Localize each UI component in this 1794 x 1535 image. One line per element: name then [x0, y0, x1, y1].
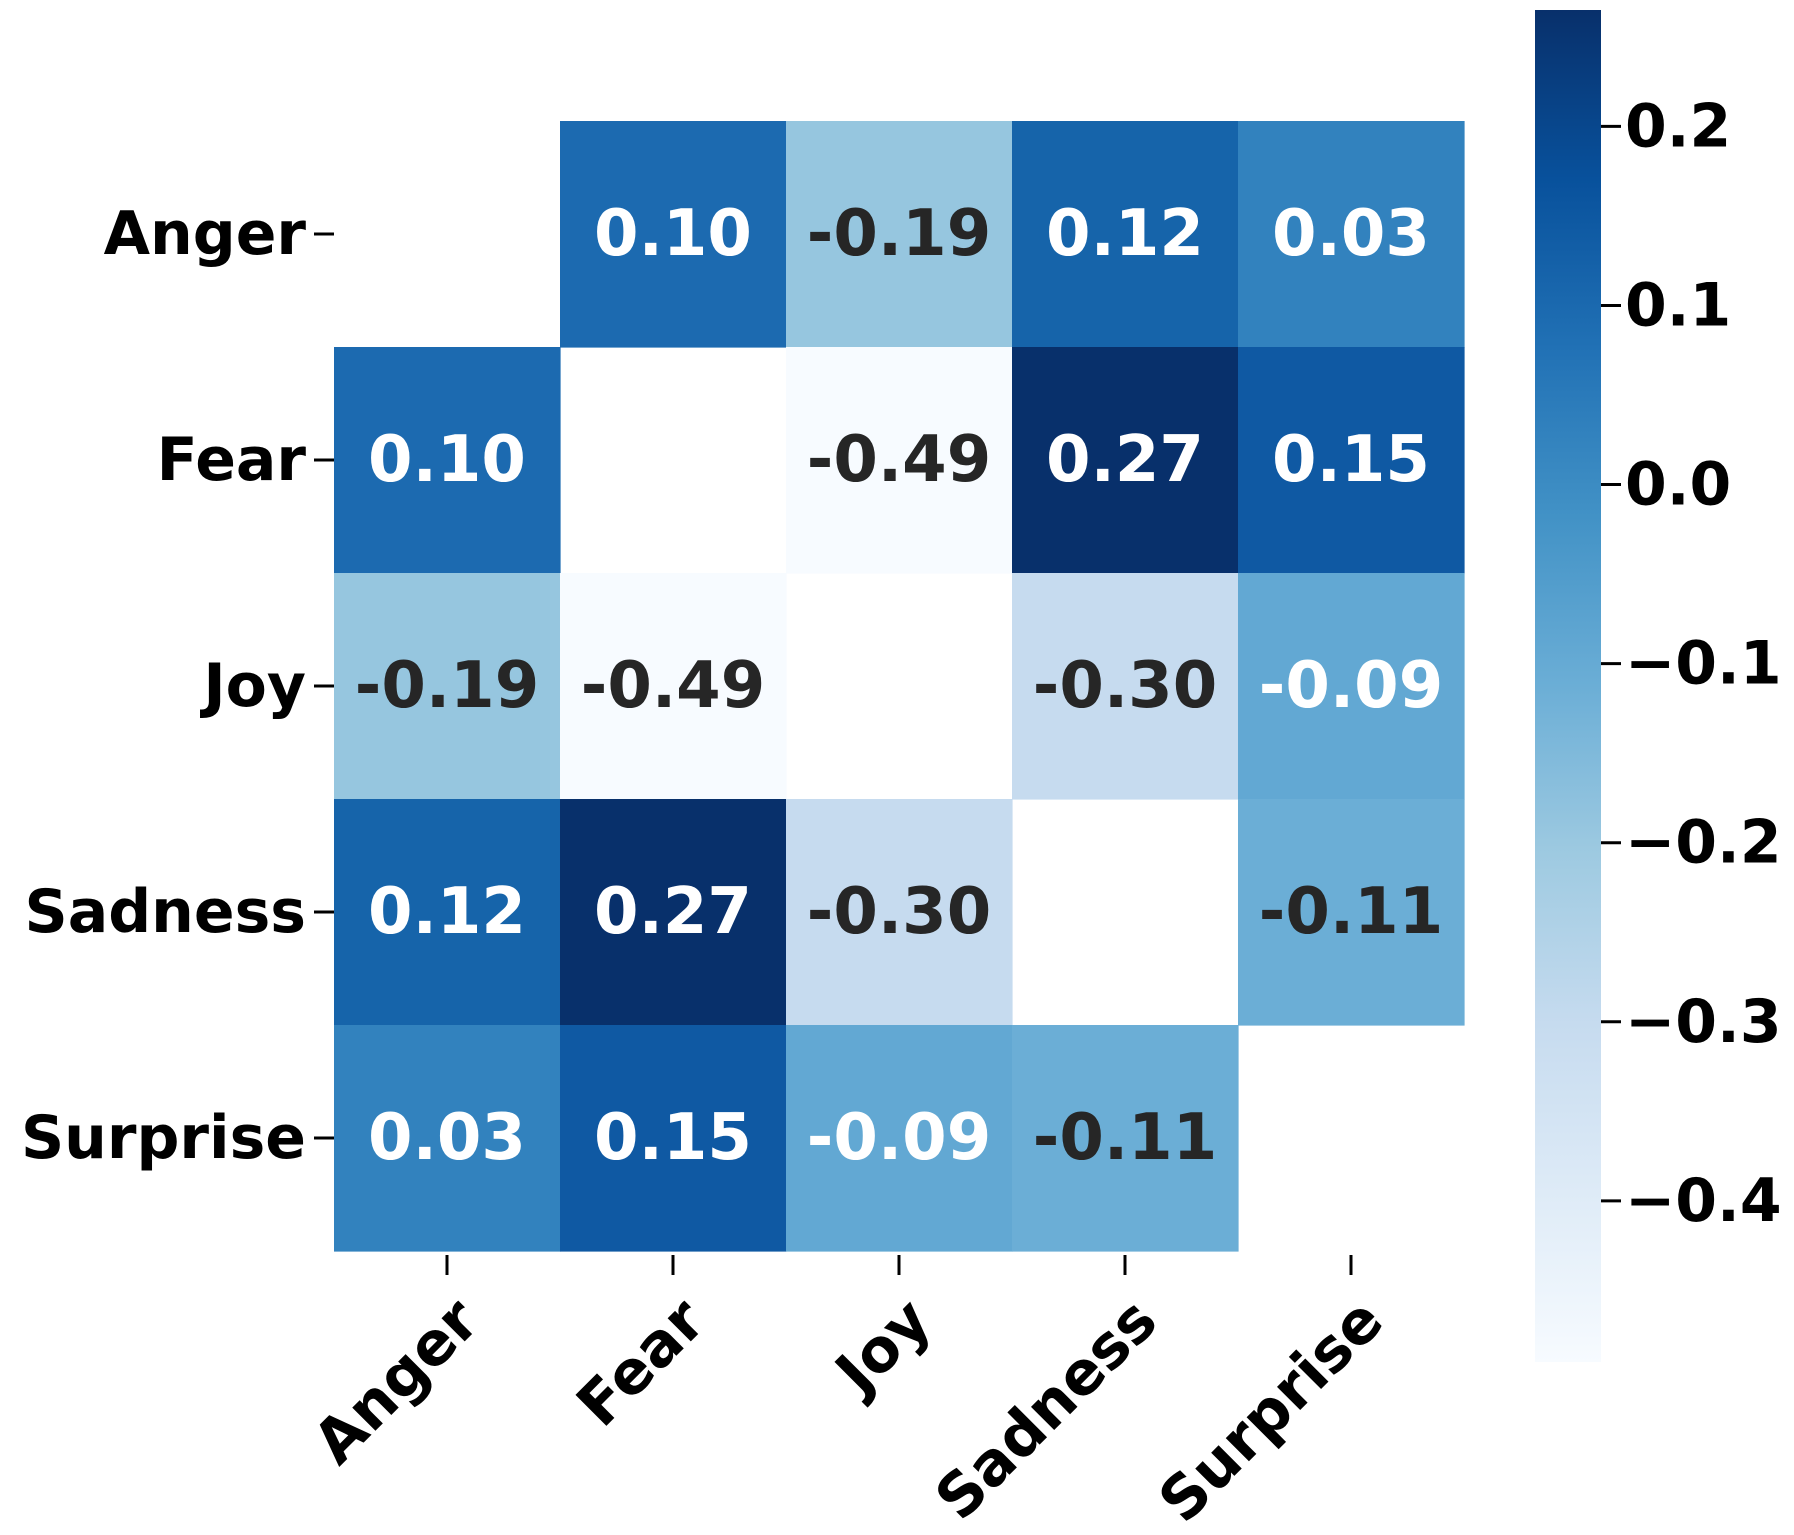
heatmap-cell — [560, 1025, 787, 1252]
x-tick-label: Joy — [820, 1285, 945, 1410]
heatmap-cell — [786, 121, 1013, 348]
heatmap-cell — [1238, 799, 1465, 1026]
heatmap-cell — [1238, 347, 1465, 574]
heatmap-cell — [1012, 347, 1239, 574]
colorbar-gradient — [1535, 10, 1601, 1362]
cell-value-label: 0.15 — [594, 1101, 752, 1175]
heatmap-cell — [334, 799, 561, 1026]
cell-value-label: -0.30 — [807, 875, 991, 949]
cell-value-label: -0.49 — [807, 423, 991, 497]
y-tick-label: Anger — [104, 199, 307, 269]
x-tick-label: Sadness — [922, 1285, 1171, 1534]
y-tick-label: Joy — [199, 651, 306, 721]
colorbar-tick-label: 0.0 — [1625, 450, 1731, 520]
colorbar: 0.2 0.1 0.0 −0.1 −0.2 −0.3 −0.4 — [1535, 10, 1782, 1362]
colorbar-tick-label: 0.1 — [1625, 270, 1731, 340]
cell-value-label: 0.12 — [1046, 197, 1204, 271]
heatmap-cell-labels: 0.10 -0.19 0.12 0.030.10 -0.49 0.27 0.15-0.19-… — [355, 197, 1443, 1175]
x-tick-label: Anger — [300, 1285, 493, 1478]
y-axis: Anger Fear Joy Sadness Surprise — [21, 199, 334, 1173]
cell-value-label: 0.27 — [1046, 423, 1204, 497]
cell-value-label: -0.30 — [1033, 649, 1217, 723]
colorbar-tick-label: 0.2 — [1625, 91, 1731, 161]
cell-value-label: -0.09 — [807, 1101, 991, 1175]
cell-value-label: 0.10 — [594, 197, 752, 271]
colorbar-tick-label: −0.4 — [1625, 1166, 1782, 1236]
heatmap-cell — [1012, 1025, 1239, 1252]
cell-value-label: -0.11 — [1259, 875, 1443, 949]
heatmap-cell — [560, 573, 787, 800]
heatmap-cell — [560, 121, 787, 348]
heatmap-cell — [786, 799, 1013, 1026]
cell-value-label: 0.03 — [1272, 197, 1430, 271]
cell-value-label: -0.49 — [581, 649, 765, 723]
y-tick-label: Sadness — [25, 877, 306, 947]
cell-value-label: 0.15 — [1272, 423, 1430, 497]
heatmap-cell — [334, 573, 561, 800]
cell-value-label: -0.19 — [807, 197, 991, 271]
x-tick-label: Surprise — [1146, 1285, 1397, 1535]
cell-value-label: -0.19 — [355, 649, 539, 723]
cell-value-label: -0.11 — [1033, 1101, 1217, 1175]
heatmap-cell — [786, 347, 1013, 574]
cell-value-label: 0.27 — [594, 875, 752, 949]
heatmap-cell — [1012, 121, 1239, 348]
colorbar-tick-label: −0.2 — [1625, 808, 1782, 878]
heatmap-cell — [1238, 121, 1465, 348]
heatmap-cell — [1012, 573, 1239, 800]
heatmap-cell — [560, 799, 787, 1026]
cell-value-label: 0.10 — [368, 423, 526, 497]
x-tick-label: Fear — [564, 1285, 719, 1440]
cell-value-label: -0.09 — [1259, 649, 1443, 723]
heatmap-cell — [334, 347, 561, 574]
cell-value-label: 0.03 — [368, 1101, 526, 1175]
heatmap-cells — [334, 121, 1465, 1252]
y-tick-label: Surprise — [21, 1103, 306, 1173]
y-tick-label: Fear — [157, 425, 307, 495]
cell-value-label: 0.12 — [368, 875, 526, 949]
colorbar-tick-label: −0.1 — [1625, 629, 1782, 699]
heatmap-cell — [334, 1025, 561, 1252]
colorbar-tick-label: −0.3 — [1625, 987, 1782, 1057]
heatmap-cell — [786, 1025, 1013, 1252]
heatmap-cell — [1238, 573, 1465, 800]
